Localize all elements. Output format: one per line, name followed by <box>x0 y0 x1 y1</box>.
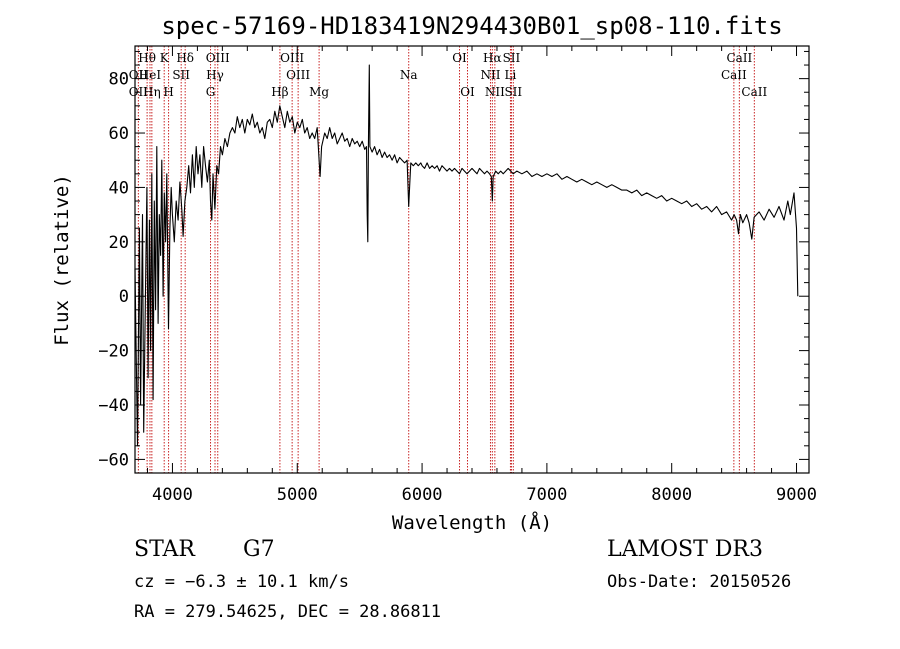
marker-label: Hη <box>143 85 161 99</box>
marker-label: SII <box>172 68 190 82</box>
y-tick-label: 60 <box>109 124 129 144</box>
y-tick-label: −60 <box>98 450 129 470</box>
x-tick-label: 5000 <box>277 485 318 505</box>
marker-label: H <box>163 85 173 99</box>
x-axis-ticks: 4000 5000 6000 7000 8000 9000 <box>146 46 817 505</box>
marker-label: CaII <box>741 85 767 99</box>
marker-label: G <box>206 85 216 99</box>
marker-label: Na <box>400 68 418 82</box>
x-axis-label: Wavelength (Å) <box>392 511 552 534</box>
marker-label: Hγ <box>206 68 224 82</box>
spectrum-line <box>134 64 799 447</box>
coordinates: RA = 279.54625, DEC = 28.86811 <box>134 602 442 622</box>
chart-title: spec-57169-HD183419N294430B01_sp08-110.f… <box>161 12 782 40</box>
marker-label: NII <box>480 68 500 82</box>
marker-label: K <box>160 51 170 65</box>
marker-label: HeI <box>139 68 162 82</box>
marker-label: OIII <box>206 51 230 65</box>
marker-label: CaII <box>721 68 747 82</box>
x-tick-label: 4000 <box>152 485 193 505</box>
y-tick-label: 40 <box>109 178 129 198</box>
marker-label: Hα <box>483 51 502 65</box>
marker-label: Hδ <box>176 51 194 65</box>
x-tick-label: 9000 <box>776 485 817 505</box>
y-tick-label: 0 <box>119 287 129 307</box>
line-markers <box>137 46 755 473</box>
y-axis-ticks: −60 −40 −20 0 20 40 60 80 <box>98 50 809 474</box>
marker-label: Hβ <box>271 85 288 99</box>
marker-label: OIII <box>280 51 304 65</box>
marker-label: SII <box>503 51 521 65</box>
y-tick-label: −40 <box>98 396 129 416</box>
subclass: G7 <box>243 537 275 562</box>
x-tick-label: 7000 <box>526 485 567 505</box>
marker-label: Hθ <box>138 51 156 65</box>
y-tick-label: −20 <box>98 342 129 362</box>
y-axis-label: Flux (relative) <box>51 174 73 346</box>
marker-label: OI <box>460 85 475 99</box>
obs-date: Obs-Date: 20150526 <box>607 572 792 592</box>
marker-label: OIII <box>286 68 310 82</box>
y-tick-label: 20 <box>109 233 129 253</box>
marker-label: Mg <box>309 85 329 99</box>
x-tick-label: 6000 <box>402 485 443 505</box>
x-tick-label: 8000 <box>651 485 692 505</box>
y-tick-label: 80 <box>109 70 129 90</box>
redshift-value: cz = −6.3 ± 10.1 km/s <box>134 572 349 592</box>
marker-label: Li <box>505 68 517 82</box>
plot-frame <box>134 45 810 474</box>
marker-label: NII <box>485 85 505 99</box>
marker-label: CaII <box>726 51 752 65</box>
marker-label: SII <box>504 85 522 99</box>
marker-label: OI <box>452 51 467 65</box>
survey-name: LAMOST DR3 <box>607 537 763 562</box>
object-type: STAR <box>134 537 195 562</box>
